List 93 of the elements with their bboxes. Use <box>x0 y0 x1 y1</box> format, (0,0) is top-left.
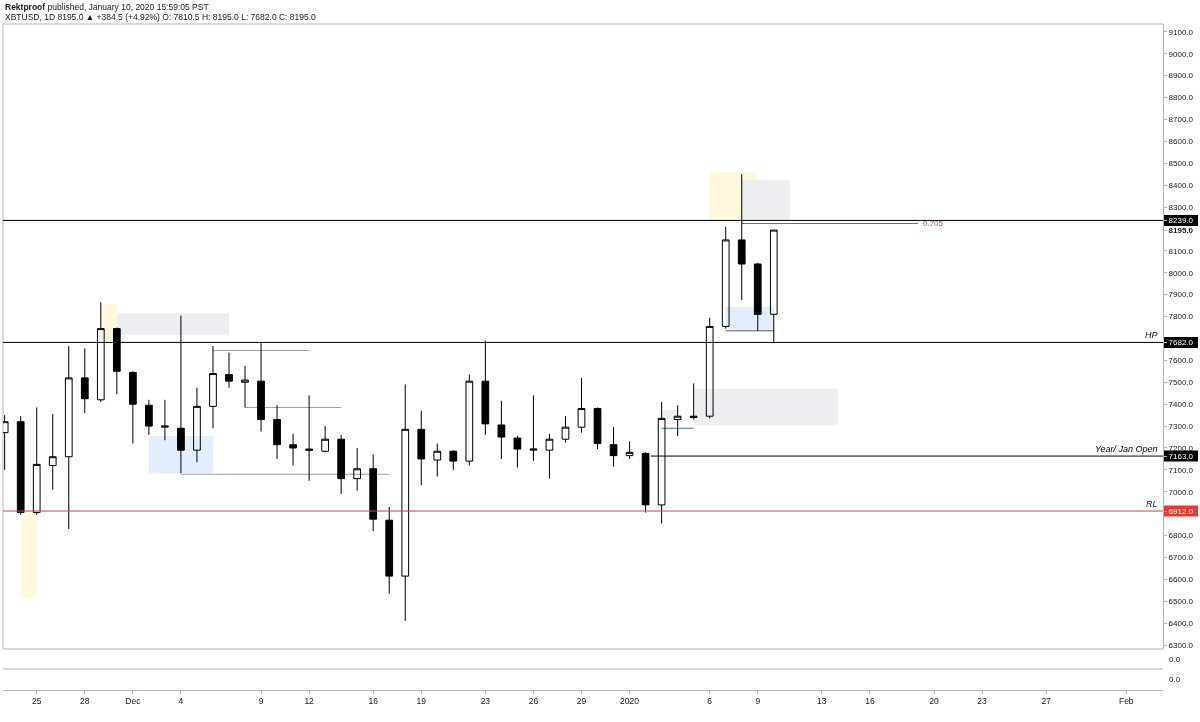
y-tick-label: 9100.0 <box>1168 27 1194 37</box>
candlestick <box>385 506 394 595</box>
candlestick <box>417 410 426 486</box>
candlestick <box>673 404 682 437</box>
y-tick-label: 6400.0 <box>1168 618 1194 628</box>
x-tick-label: 13 <box>817 696 827 707</box>
x-tick-label: 16 <box>865 696 875 707</box>
text: 0.0 <box>1169 675 1181 684</box>
candlestick <box>689 382 698 420</box>
x-tick-label: 2020 <box>620 696 640 707</box>
y-tick-label: 8500.0 <box>1168 159 1194 169</box>
candlestick <box>32 406 41 516</box>
candlestick <box>145 399 153 436</box>
y-tick-label: 7800.0 <box>1168 312 1194 322</box>
candlestick <box>545 433 554 480</box>
candlestick <box>289 433 297 466</box>
y-tick-label: 7200.0 <box>1168 443 1194 453</box>
candlestick <box>609 426 618 468</box>
x-tick-label: 20 <box>929 696 939 707</box>
candlestick <box>513 435 522 469</box>
candlestick <box>80 347 89 414</box>
y-tick-label: 6500.0 <box>1168 597 1194 607</box>
candlestick <box>305 394 313 482</box>
text: 0.0 <box>1169 655 1181 664</box>
x-tick-label: Feb <box>1118 696 1134 707</box>
candlestick <box>625 440 634 460</box>
x-tick-label: 23 <box>480 696 491 707</box>
x-tick-label: Dec <box>125 696 142 707</box>
ref-line-label: HP <box>1145 330 1158 340</box>
y-tick-label: 7000.0 <box>1168 487 1194 497</box>
x-tick-label: 12 <box>304 696 315 707</box>
y-tick-label: 7682.0 <box>1168 338 1194 348</box>
candlestick <box>577 377 586 434</box>
candlestick <box>161 399 169 441</box>
y-tick-label: 8600.0 <box>1168 137 1194 147</box>
y-tick-label: 7163.0 <box>1168 451 1194 461</box>
candlestick <box>449 449 458 471</box>
x-tick-label: 25 <box>31 696 42 707</box>
y-tick-label: 9000.0 <box>1168 49 1194 59</box>
x-tick-label: 16 <box>368 696 379 707</box>
candlestick <box>16 415 25 516</box>
series-label: Year/ Jan Open <box>1095 444 1158 454</box>
series-label: 0.705 <box>923 219 944 228</box>
candlestick <box>321 425 329 453</box>
y-tick-label: 7400.0 <box>1168 399 1194 409</box>
y-tick-label: 7600.0 <box>1168 356 1194 366</box>
x-tick-label: 4 <box>178 696 184 707</box>
x-tick-label: 28 <box>80 696 90 707</box>
y-tick-label: 6700.0 <box>1168 553 1194 563</box>
candlestick <box>497 400 506 460</box>
candlestick <box>64 345 73 530</box>
y-tick-label: 6300.0 <box>1168 640 1194 650</box>
chart-title: Rektproof published, January 10, 2020 15:59:05 PST <box>5 2 209 12</box>
candlestick <box>465 374 474 466</box>
candlestick <box>128 370 137 445</box>
candlestick <box>529 394 538 462</box>
x-tick-label: 9 <box>258 696 264 707</box>
y-tick-label: 8400.0 <box>1168 180 1194 190</box>
x-tick-label: 9 <box>755 696 761 707</box>
candlestick <box>225 352 233 389</box>
candlestick <box>593 406 602 450</box>
candlestick <box>369 454 378 532</box>
y-tick-label: 7900.0 <box>1168 290 1194 300</box>
y-tick-label: 7500.0 <box>1168 378 1194 388</box>
candlestick <box>401 383 410 622</box>
x-tick-label: 19 <box>416 696 427 707</box>
y-tick-label: 8239.0 <box>1168 216 1194 226</box>
y-tick-label: 8900.0 <box>1168 71 1194 81</box>
ref-line-label: RL <box>1146 499 1158 509</box>
candlestick <box>433 443 442 477</box>
candlestick <box>561 415 570 443</box>
y-tick-label: 7100.0 <box>1168 465 1194 475</box>
y-tick-label: 8000.0 <box>1168 268 1194 278</box>
y-tick-label: 8195.0 <box>1168 225 1194 235</box>
y-tick-label: 6912.0 <box>1168 506 1194 516</box>
y-tick-label: 8800.0 <box>1168 93 1194 103</box>
x-tick-label: 23 <box>977 696 988 707</box>
x-tick-label: 29 <box>576 696 587 707</box>
chart-subtitle: XBTUSD, 1D 8195.0 ▲ +384.5 (+4.92%) O: 7810.5 H: 8195.0 L: 7682.0 C: 8195.0 <box>5 12 317 22</box>
candlestick <box>273 404 281 460</box>
x-tick-label: 26 <box>528 696 539 707</box>
y-tick-label: 6600.0 <box>1168 575 1194 585</box>
x-tick-label: 6 <box>707 696 713 707</box>
y-tick-label: 8700.0 <box>1168 115 1194 125</box>
y-tick-label: 6800.0 <box>1168 531 1194 541</box>
y-tick-label: 7300.0 <box>1168 421 1194 431</box>
y-tick-label: 8300.0 <box>1168 202 1194 212</box>
y-tick-label: 8100.0 <box>1168 246 1194 256</box>
candlestick <box>753 262 762 332</box>
candlestick <box>337 434 346 495</box>
candlestick <box>353 447 362 492</box>
x-tick-label: 27 <box>1041 696 1052 707</box>
candlestick <box>48 413 57 491</box>
